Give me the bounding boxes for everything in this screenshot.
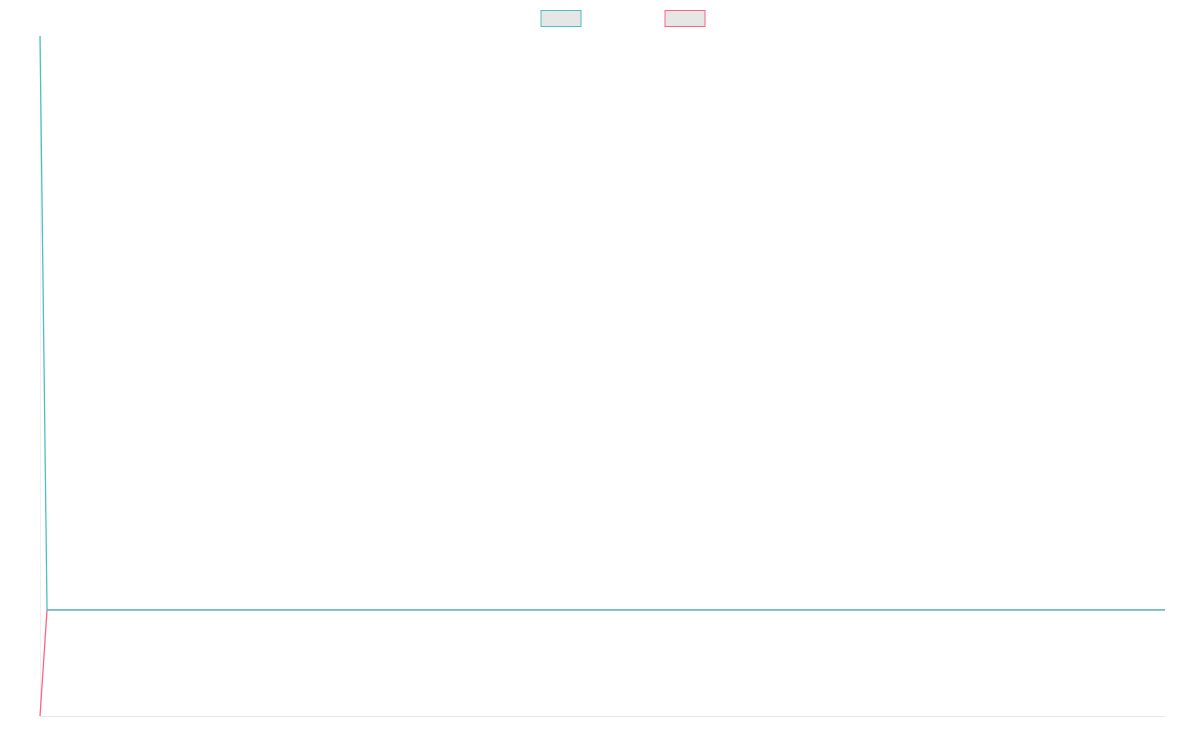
series-line: [39, 35, 1165, 611]
legend-box[interactable]: [540, 10, 582, 27]
series-line: [39, 609, 1165, 717]
legend-box[interactable]: [664, 10, 706, 27]
